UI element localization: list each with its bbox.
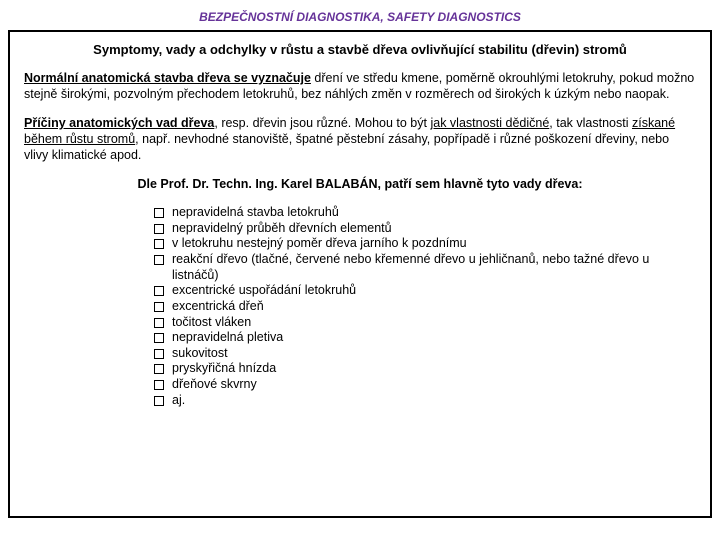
checkbox-icon xyxy=(154,318,164,328)
list-item: excentrické uspořádání letokruhů xyxy=(154,283,696,299)
list-item: aj. xyxy=(154,393,696,409)
content-frame: Symptomy, vady a odchylky v růstu a stav… xyxy=(8,30,712,518)
paragraph-2: Příčiny anatomických vad dřeva, resp. dř… xyxy=(24,116,696,163)
defect-list: nepravidelná stavba letokruhů nepravidel… xyxy=(154,205,696,408)
checkbox-icon xyxy=(154,255,164,265)
subheading: Dle Prof. Dr. Techn. Ing. Karel BALABÁN,… xyxy=(24,177,696,191)
list-item: točitost vláken xyxy=(154,315,696,331)
list-item-label: excentrická dřeň xyxy=(172,299,264,315)
list-item-label: pryskyřičná hnízda xyxy=(172,361,276,377)
list-item-label: nepravidelná stavba letokruhů xyxy=(172,205,339,221)
page-title: Symptomy, vady a odchylky v růstu a stav… xyxy=(24,42,696,57)
checkbox-icon xyxy=(154,239,164,249)
list-item: v letokruhu nestejný poměr dřeva jarního… xyxy=(154,236,696,252)
list-item: nepravidelná pletiva xyxy=(154,330,696,346)
list-item: dřeňové skvrny xyxy=(154,377,696,393)
list-item-label: v letokruhu nestejný poměr dřeva jarního… xyxy=(172,236,467,252)
checkbox-icon xyxy=(154,349,164,359)
list-item: pryskyřičná hnízda xyxy=(154,361,696,377)
list-item: sukovitost xyxy=(154,346,696,362)
checkbox-icon xyxy=(154,380,164,390)
list-item-label: sukovitost xyxy=(172,346,228,362)
checkbox-icon xyxy=(154,333,164,343)
list-item-label: nepravidelná pletiva xyxy=(172,330,283,346)
checkbox-icon xyxy=(154,286,164,296)
list-item-label: nepravidelný průběh dřevních elementů xyxy=(172,221,392,237)
list-item-label: dřeňové skvrny xyxy=(172,377,257,393)
list-item-label: reakční dřevo (tlačné, červené nebo křem… xyxy=(172,252,696,283)
para2-t2: , tak vlastnosti xyxy=(549,116,632,130)
checkbox-icon xyxy=(154,364,164,374)
page-header: BEZPEČNOSTNÍ DIAGNOSTIKA, SAFETY DIAGNOS… xyxy=(0,0,720,30)
list-item: nepravidelný průběh dřevních elementů xyxy=(154,221,696,237)
list-item: excentrická dřeň xyxy=(154,299,696,315)
list-item-label: aj. xyxy=(172,393,185,409)
checkbox-icon xyxy=(154,302,164,312)
list-item: nepravidelná stavba letokruhů xyxy=(154,205,696,221)
checkbox-icon xyxy=(154,208,164,218)
para2-ul1: jak vlastnosti dědičné xyxy=(430,116,549,130)
checkbox-icon xyxy=(154,396,164,406)
list-item: reakční dřevo (tlačné, červené nebo křem… xyxy=(154,252,696,283)
para1-lead: Normální anatomická stavba dřeva se vyzn… xyxy=(24,71,311,85)
list-item-label: excentrické uspořádání letokruhů xyxy=(172,283,356,299)
checkbox-icon xyxy=(154,224,164,234)
para2-bold: Příčiny anatomických vad dřeva xyxy=(24,116,214,130)
list-item-label: točitost vláken xyxy=(172,315,251,331)
para2-t1: , resp. dřevin jsou různé. Mohou to být xyxy=(214,116,430,130)
paragraph-1: Normální anatomická stavba dřeva se vyzn… xyxy=(24,71,696,102)
